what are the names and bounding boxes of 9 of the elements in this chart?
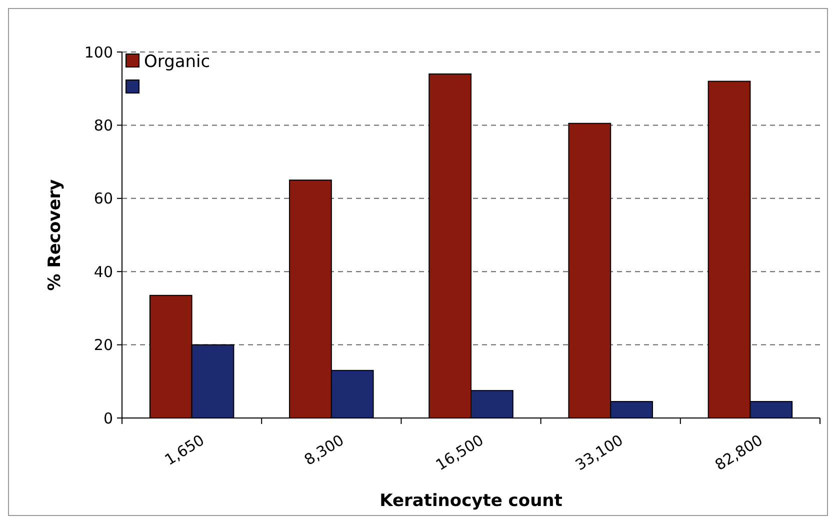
y-tick-label: 100	[84, 43, 113, 62]
legend-label: Organic	[144, 52, 210, 72]
y-axis-title: % Recovery	[45, 179, 65, 291]
y-tick-label: 80	[94, 116, 113, 134]
y-tick-label: 0	[103, 409, 113, 428]
y-tick-label: 20	[94, 336, 113, 354]
x-axis-title: Keratinocyte count	[380, 491, 562, 511]
y-tick-label: 40	[94, 262, 113, 281]
y-tick-label: 60	[94, 190, 113, 208]
